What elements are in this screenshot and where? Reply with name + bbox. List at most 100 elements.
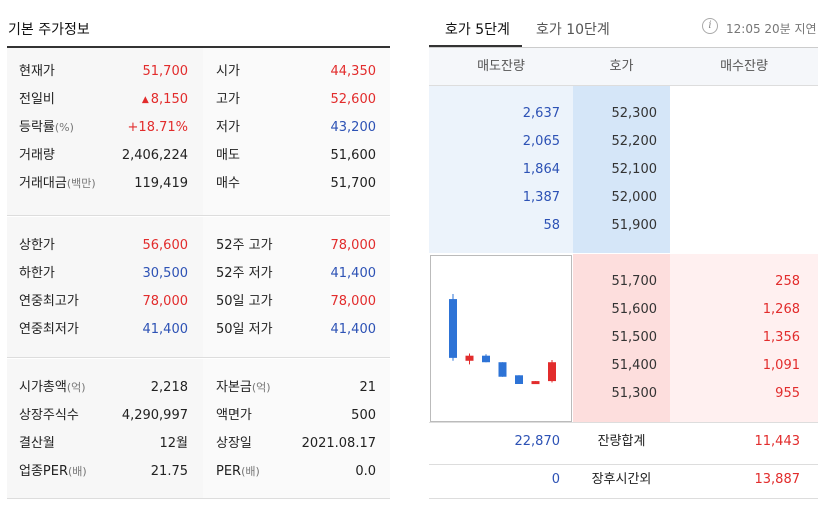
label-text: 업종PER (19, 464, 69, 479)
bid-price[interactable]: 51,400 (611, 358, 658, 373)
active-tab-indicator (429, 45, 522, 48)
label-text: 50일 저가 (216, 322, 273, 337)
label-text: 연중최저가 (19, 322, 79, 337)
info-row: 거래량 2,406,224 매도 51,600 (7, 142, 390, 170)
info-label: 전일비 (19, 86, 55, 114)
summary-ask-total: 22,870 (514, 434, 561, 449)
info-label: 시가 (216, 58, 240, 86)
bid-quantity-area (670, 254, 818, 422)
candle-body (465, 355, 474, 361)
info-label: 거래대금(백만) (19, 170, 96, 198)
ask-quantity: 1,387 (522, 190, 560, 205)
basic-stock-info-panel: 기본 주가정보 현재가 51,700 시가 44,350 전일비 ▲ 8,150 고가 52,6… (0, 0, 390, 511)
label-text: 시가 (216, 64, 240, 79)
mini-candlestick-chart (430, 255, 572, 422)
info-value: +18.71% (128, 114, 188, 142)
label-text: 시가총액 (19, 380, 67, 395)
info-row: 전일비 ▲ 8,150 고가 52,600 (7, 86, 390, 114)
bid-price[interactable]: 51,700 (611, 274, 658, 289)
info-label: 매도 (216, 142, 240, 170)
candle-body (515, 375, 523, 384)
info-row: 업종PER(배) 21.75 PER(배) 0.0 (7, 458, 390, 486)
basic-info-title: 기본 주가정보 (8, 22, 90, 38)
info-value: 51,600 (330, 148, 377, 163)
info-value: 51,700 (143, 58, 189, 86)
label-text: 액면가 (216, 408, 252, 423)
info-value: 119,419 (134, 170, 188, 198)
summary-divider (429, 422, 818, 423)
info-row: 시가총액(억) 2,218 자본금(억) 21 (7, 374, 390, 402)
info-label: 업종PER(배) (19, 458, 87, 486)
summary-ask-total: 0 (551, 472, 560, 487)
info-label: 고가 (216, 86, 240, 114)
ask-price[interactable]: 52,100 (611, 162, 658, 177)
price-info-section: 현재가 51,700 시가 44,350 전일비 ▲ 8,150 고가 52,600 등락률(%)… (7, 48, 390, 216)
info-label: 상한가 (19, 232, 55, 260)
header-ask-quantity: 매도잔량 (429, 48, 573, 86)
label-unit: (%) (54, 121, 74, 134)
info-label: 등락률(%) (19, 114, 74, 142)
label-text: 매수 (216, 176, 240, 191)
info-row: 현재가 51,700 시가 44,350 (7, 58, 390, 86)
ask-price[interactable]: 52,200 (611, 134, 658, 149)
info-label: 52주 고가 (216, 232, 273, 260)
label-text: 52주 저가 (216, 266, 273, 281)
header-bid-quantity: 매수잔량 (670, 48, 818, 86)
label-text: 상장주식수 (19, 408, 79, 423)
info-value: 2,406,224 (122, 142, 188, 170)
ask-quantity: 1,864 (522, 162, 560, 177)
tab-10-levels[interactable]: 호가 10단계 (536, 22, 610, 38)
ask-price[interactable]: 51,900 (611, 218, 658, 233)
info-label: 52주 저가 (216, 260, 273, 288)
tab-5-levels[interactable]: 호가 5단계 (445, 22, 510, 38)
info-row: 상장주식수 4,290,997 액면가 500 (7, 402, 390, 430)
info-label: 자본금(억) (216, 374, 271, 402)
bid-price[interactable]: 51,500 (611, 330, 658, 345)
bid-price[interactable]: 51,600 (611, 302, 658, 317)
label-unit: (배) (68, 465, 87, 478)
info-value: 44,350 (330, 64, 377, 79)
bid-quantity: 1,268 (762, 302, 800, 317)
value-text: 51,700 (142, 64, 189, 79)
value-text: 30,500 (142, 266, 189, 281)
label-unit: (배) (241, 465, 260, 478)
info-icon[interactable]: i (702, 18, 718, 34)
ask-quantity: 58 (543, 218, 560, 233)
info-label: 시가총액(억) (19, 374, 86, 402)
delay-notice: 12:05 20분 지연 (726, 22, 817, 36)
value-text: 56,600 (142, 238, 189, 253)
info-label: PER(배) (216, 458, 260, 486)
info-label: 현재가 (19, 58, 55, 86)
info-value: 78,000 (330, 294, 377, 309)
ask-quantity-area (429, 86, 573, 253)
info-row: 연중최저가 41,400 50일 저가 41,400 (7, 316, 390, 344)
bid-price[interactable]: 51,300 (611, 386, 658, 401)
info-value: 30,500 (143, 260, 189, 288)
label-text: 상장일 (216, 436, 252, 451)
info-label: 저가 (216, 114, 240, 142)
bid-quantity: 258 (775, 274, 800, 289)
bid-quantity: 1,091 (762, 358, 800, 373)
value-text: 78,000 (142, 294, 189, 309)
label-text: 전일비 (19, 92, 55, 107)
value-text: 21.75 (150, 464, 188, 479)
info-value: 21 (359, 380, 376, 395)
info-value: ▲ 8,150 (142, 86, 188, 114)
order-book-panel: 호가 5단계 호가 10단계 i 12:05 20분 지연 매도잔량 호가 매수… (429, 0, 822, 511)
value-text: 8,150 (150, 92, 188, 107)
info-row: 등락률(%) +18.71% 저가 43,200 (7, 114, 390, 142)
ask-price[interactable]: 52,300 (611, 106, 658, 121)
label-text: 매도 (216, 148, 240, 163)
candlestick-svg (449, 294, 556, 385)
value-text: 4,290,997 (121, 408, 188, 423)
label-unit: (억) (66, 381, 86, 394)
ask-price-area (573, 86, 670, 253)
value-text: 2,406,224 (121, 148, 188, 163)
label-text: 현재가 (19, 64, 55, 79)
ask-price[interactable]: 52,000 (611, 190, 658, 205)
label-text: PER (216, 464, 242, 479)
info-row: 하한가 30,500 52주 저가 41,400 (7, 260, 390, 288)
info-value: 41,400 (330, 322, 377, 337)
label-text: 연중최고가 (19, 294, 79, 309)
label-text: 고가 (216, 92, 240, 107)
